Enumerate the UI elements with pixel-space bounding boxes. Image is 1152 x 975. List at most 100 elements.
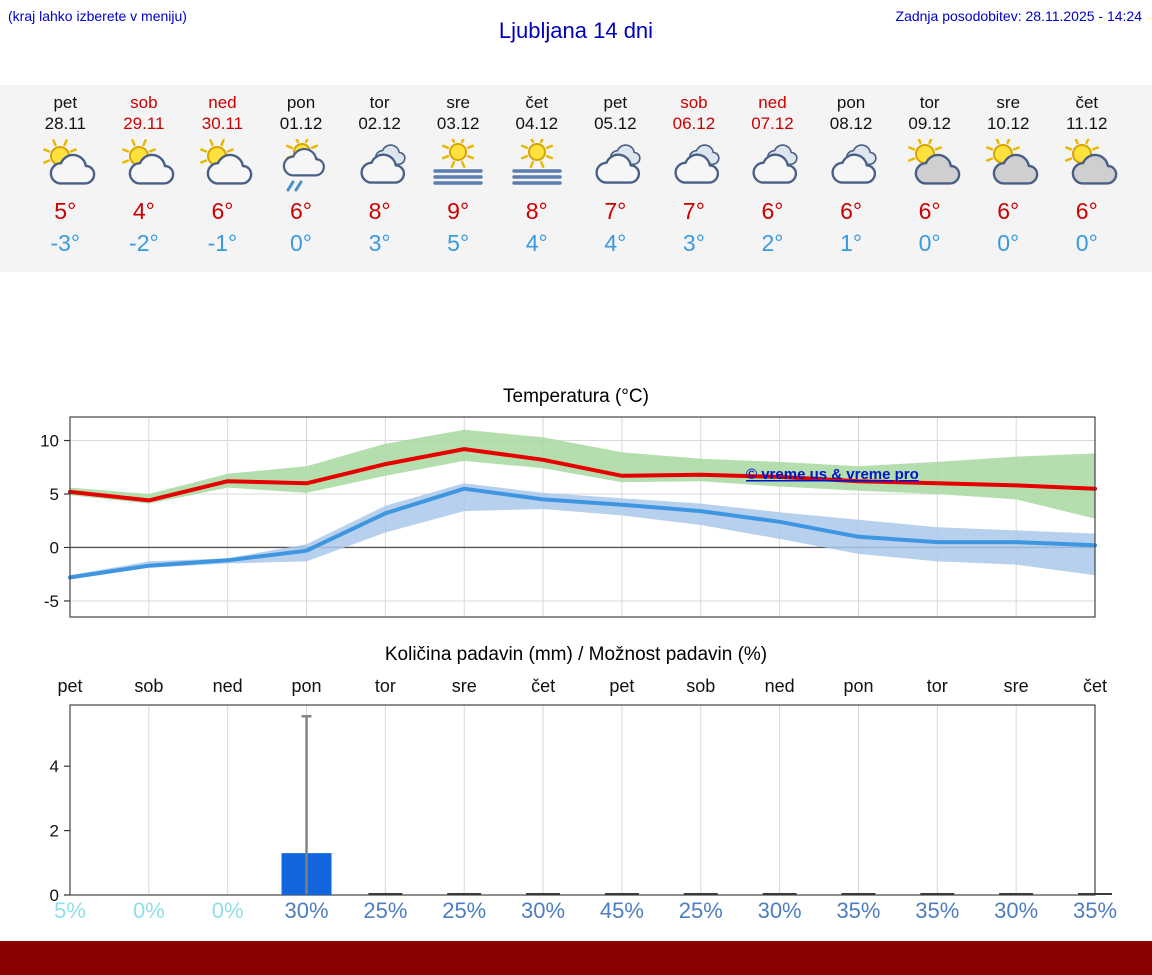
y-tick-label: -5 — [44, 592, 59, 611]
weather-icon-sun-cloud — [121, 139, 175, 185]
max-temperature-line — [68, 447, 1097, 503]
precip-bar — [999, 893, 1034, 895]
precip-chart-title: Količina padavin (mm) / Možnost padavin … — [384, 644, 768, 665]
day-max-temp: 6° — [211, 198, 234, 224]
day-min-temp: 0° — [997, 230, 1020, 256]
forecast-day: pet 05.12 7° 4° — [576, 85, 655, 272]
forecast-day: sob 29.11 4° -2° — [105, 85, 184, 272]
day-icon — [736, 139, 808, 195]
precip-bar — [841, 893, 876, 895]
day-min-temp: -1° — [207, 230, 238, 256]
day-icon — [894, 137, 966, 195]
day-name: sre — [996, 93, 1021, 112]
precip-chart: pet sob ned pon tor sre čet pet sob ned pon tor sre č… — [50, 676, 1117, 923]
day-min-temp: 4° — [525, 230, 548, 256]
y-tick-label: 2 — [50, 822, 59, 841]
precip-day-label: pet — [609, 676, 634, 696]
day-max-temp: 6° — [840, 198, 863, 224]
day-name: ned — [758, 93, 787, 112]
precip-probability: 25% — [363, 898, 407, 923]
day-min-temp: 2° — [761, 230, 784, 256]
day-icon — [815, 139, 887, 195]
day-icon — [1051, 137, 1123, 195]
precip-probability: 0% — [212, 898, 244, 923]
precip-day-label: pet — [57, 676, 82, 696]
day-name: pon — [286, 93, 316, 112]
forecast-day: čet 04.12 8° 4° — [497, 85, 576, 272]
day-name: sob — [130, 93, 158, 112]
y-tick-label: 10 — [40, 432, 59, 451]
forecast-day: tor 09.12 6° 0° — [890, 85, 969, 272]
day-icon — [579, 139, 651, 195]
precip-probability: 45% — [600, 898, 644, 923]
weather-icon-sun-cloud — [200, 139, 253, 185]
day-max-temp: 6° — [1075, 198, 1098, 224]
precip-bar — [526, 893, 561, 895]
precip-probability: 25% — [442, 898, 486, 923]
weather-icon-sun-cloud — [43, 139, 96, 185]
day-date: 30.11 — [201, 114, 244, 133]
day-max-temp: 7° — [604, 198, 627, 224]
forecast-day: pet 28.11 5° -3° — [26, 85, 105, 272]
forecast-day: pon 08.12 6° 1° — [812, 85, 891, 272]
forecast-day: sob 06.12 7° 3° — [655, 85, 734, 272]
forecast-day: ned 07.12 6° 2° — [733, 85, 812, 272]
day-date: 11.12 — [1066, 114, 1108, 133]
y-tick-label: 4 — [50, 757, 59, 776]
copyright-link[interactable]: © vreme us & vreme pro — [746, 466, 919, 483]
day-date: 29.11 — [123, 114, 165, 133]
day-max-temp: 6° — [290, 198, 313, 224]
day-name: tor — [919, 93, 940, 112]
day-date: 03.12 — [436, 114, 480, 133]
day-date: 28.11 — [44, 114, 86, 133]
min-range-band — [70, 483, 1095, 580]
day-date: 09.12 — [908, 114, 951, 133]
weather-icon-sun-cloud-gray — [907, 137, 960, 185]
weather-icon-sun-cloud-gray — [986, 137, 1039, 185]
day-name: ned — [208, 93, 237, 112]
precip-day-label: pon — [843, 676, 873, 696]
weather-icon-cloudy — [674, 144, 720, 184]
day-max-temp: 6° — [997, 198, 1020, 224]
menu-hint[interactable]: (kraj lahko izberete v meniju) — [8, 8, 187, 24]
weather-icon-cloudy — [360, 144, 406, 184]
y-tick-label: 0 — [50, 886, 59, 905]
precip-probability: 30% — [994, 898, 1038, 923]
precip-bar — [604, 893, 639, 895]
precip-day-label: pon — [292, 676, 322, 696]
footer-bar — [0, 941, 1152, 975]
weather-icon-fog-sun — [512, 135, 562, 185]
day-icon — [186, 139, 258, 195]
precip-probability: 35% — [836, 898, 880, 923]
min-temperature-line — [68, 486, 1097, 580]
precip-bar — [447, 893, 482, 895]
day-min-temp: -3° — [50, 230, 81, 256]
day-max-temp: 9° — [447, 198, 470, 224]
precip-bar — [368, 893, 403, 895]
precip-day-label: sre — [452, 676, 477, 696]
forecast-strip: pet 28.11 5° -3° sob 29.11 4° -2° ned 30.11 6° -1° p… — [0, 85, 1152, 272]
precip-day-label: tor — [927, 676, 948, 696]
temperature-chart-title: Temperatura (°C) — [503, 386, 649, 407]
temperature-chart: -5 0 5 10 © vreme us & vreme pro — [40, 416, 1097, 618]
day-icon — [108, 139, 180, 195]
forecast-day: ned 30.11 6° -1° — [183, 85, 262, 272]
weather-icon-fog-sun — [433, 135, 483, 185]
precip-probability: 30% — [285, 898, 329, 923]
forecast-day: sre 10.12 6° 0° — [969, 85, 1048, 272]
precip-probability: 35% — [1073, 898, 1117, 923]
day-date: 06.12 — [672, 114, 716, 133]
page-title: Ljubljana 14 dni — [498, 18, 654, 43]
day-date: 04.12 — [515, 114, 559, 133]
day-name: čet — [1075, 93, 1099, 112]
day-icon — [658, 139, 730, 195]
forecast-day: pon 01.12 6° 0° — [262, 85, 341, 272]
precip-day-label: čet — [1083, 676, 1107, 696]
day-max-temp: 6° — [761, 198, 784, 224]
forecast-day: tor 02.12 8° 3° — [340, 85, 419, 272]
day-min-temp: 1° — [840, 230, 863, 256]
precip-probability: 30% — [758, 898, 802, 923]
day-date: 01.12 — [279, 114, 323, 133]
forecast-day: sre 03.12 9° 5° — [419, 85, 498, 272]
